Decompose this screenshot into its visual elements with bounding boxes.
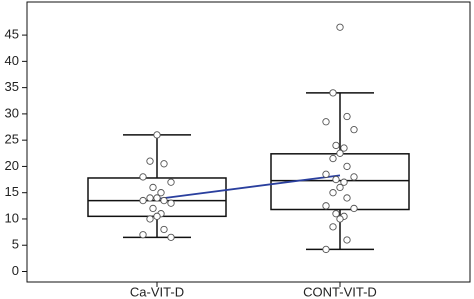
data-point (332, 210, 340, 218)
data-point (336, 215, 344, 223)
data-point (322, 170, 330, 178)
y-tick-label: 30 (5, 105, 19, 120)
data-point (146, 215, 154, 223)
data-point (149, 204, 157, 213)
x-tick-label: Ca-VIT-D (130, 284, 184, 299)
y-tick-label: 45 (5, 27, 19, 42)
data-point (146, 157, 154, 165)
data-point (167, 178, 175, 186)
y-tick-label: 20 (5, 158, 19, 173)
data-point (329, 223, 337, 231)
data-point (139, 231, 147, 239)
data-point (350, 173, 358, 181)
data-point (340, 144, 348, 152)
x-tick-label: CONT-VIT-D (303, 284, 377, 299)
data-point (157, 189, 165, 197)
data-point (332, 141, 340, 150)
data-point (322, 202, 330, 210)
data-point (146, 194, 154, 202)
y-tick-label: 35 (5, 79, 19, 94)
data-point (329, 189, 337, 197)
y-tick-label: 25 (5, 132, 19, 147)
data-point (153, 212, 161, 220)
data-point (139, 173, 147, 181)
data-point (153, 131, 161, 139)
data-point (329, 154, 337, 163)
data-point (139, 196, 147, 205)
y-tick-label: 5 (12, 237, 19, 252)
y-tick-label: 10 (5, 210, 19, 225)
data-point (343, 236, 351, 244)
data-point (350, 204, 358, 213)
data-point (167, 233, 175, 241)
data-point (160, 225, 168, 234)
mean-line (156, 174, 341, 200)
data-point (343, 162, 351, 171)
y-tick-label: 0 (12, 263, 19, 278)
data-point (149, 183, 157, 192)
data-point (336, 149, 344, 157)
data-point (153, 194, 161, 202)
data-point (332, 175, 340, 184)
data-point (350, 126, 358, 134)
data-point (329, 89, 337, 97)
data-point (336, 183, 344, 192)
data-point (340, 178, 348, 186)
data-point (343, 194, 351, 202)
plot-frame (26, 1, 471, 283)
data-point (336, 23, 344, 31)
data-point (160, 160, 168, 168)
data-point (167, 199, 175, 207)
y-tick-label: 40 (5, 53, 19, 68)
data-point (322, 245, 330, 254)
data-point (322, 118, 330, 126)
y-tick-label: 15 (5, 184, 19, 199)
data-point (160, 196, 168, 205)
data-point (343, 112, 351, 121)
